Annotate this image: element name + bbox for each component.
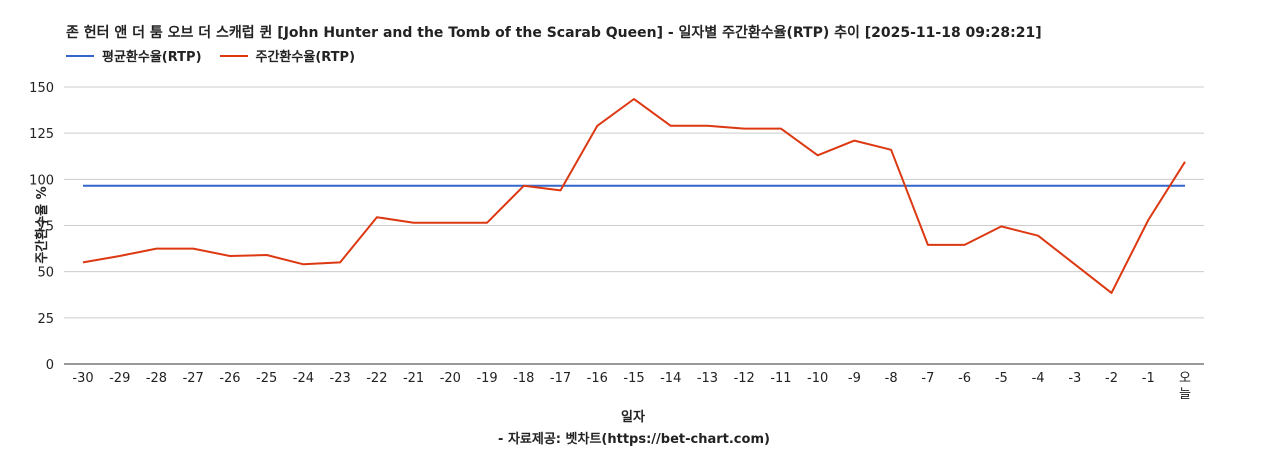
x-tick-label: -24 [293,371,314,386]
x-tick-label: -25 [256,371,277,386]
chart-title: 존 헌터 앤 더 툼 오브 더 스캐럽 퀸 [John Hunter and t… [66,25,1042,41]
y-tick-label: 0 [46,358,54,373]
x-tick-label: -29 [109,371,130,386]
series-lines [82,98,1186,294]
x-axis-title: 일자 [621,410,645,425]
x-tick-label: -13 [697,371,718,386]
x-tick-labels: -30 -29 -28 -27 -26 -25 -24 -23 -22 -21 -20 -19 -18 -… [72,371,1191,402]
x-tick-label: -7 [921,371,934,386]
x-tick-label: -18 [513,371,534,386]
x-tick-label: -28 [146,371,167,386]
x-tick-label: -17 [550,371,571,386]
x-tick-label: -11 [770,371,791,386]
y-tick-label: 75 [37,220,54,235]
x-tick-label: -30 [72,371,93,386]
x-tick-label: -8 [885,371,898,386]
x-tick-label: -21 [403,371,424,386]
gridlines [64,86,1204,365]
legend-label-average: 평균환수율(RTP) [102,50,202,65]
x-tick-label: -9 [848,371,861,386]
source-note: - 자료제공: 벳차트(https://bet-chart.com) [498,432,770,447]
x-tick-label: -15 [623,371,644,386]
legend-swatch-weekly [219,54,248,57]
x-tick-label: -26 [219,371,240,386]
x-tick-label: -22 [366,371,387,386]
x-tick-label: -6 [958,371,971,386]
series-line-weekly[interactable] [82,98,1186,294]
y-axis-title: 주간환수율 % [34,186,50,263]
x-tick-label: -12 [734,371,755,386]
legend-item-average[interactable]: 평균환수율(RTP) [66,46,202,65]
y-tick-label: 100 [29,173,54,188]
x-tick-label: -19 [476,371,497,386]
y-tick-label: 25 [37,312,54,327]
x-tick-label: -14 [660,371,681,386]
y-tick-labels: 0 25 50 75 100 125 150 [29,81,54,373]
legend-swatch-average [66,54,94,57]
x-tick-label: -1 [1142,371,1155,386]
x-tick-label: -3 [1068,371,1081,386]
legend-label-weekly: 주간환수율(RTP) [255,50,356,65]
y-tick-label: 50 [37,266,54,281]
x-tick-label: -27 [183,371,204,386]
x-tick-label: -20 [440,371,461,386]
x-tick-label: -23 [330,371,351,386]
x-tick-label: -5 [995,371,1008,386]
y-tick-label: 150 [29,81,54,96]
legend-item-weekly[interactable]: 주간환수율(RTP) [219,46,356,65]
x-tick-label: -4 [1032,371,1045,386]
x-tick-label: -10 [807,371,828,386]
x-tick-label: -2 [1105,371,1118,386]
y-tick-label: 125 [29,127,54,142]
legend: 평균환수율(RTP) 주간환수율(RTP) [66,46,355,65]
x-tick-label: -16 [587,371,608,386]
